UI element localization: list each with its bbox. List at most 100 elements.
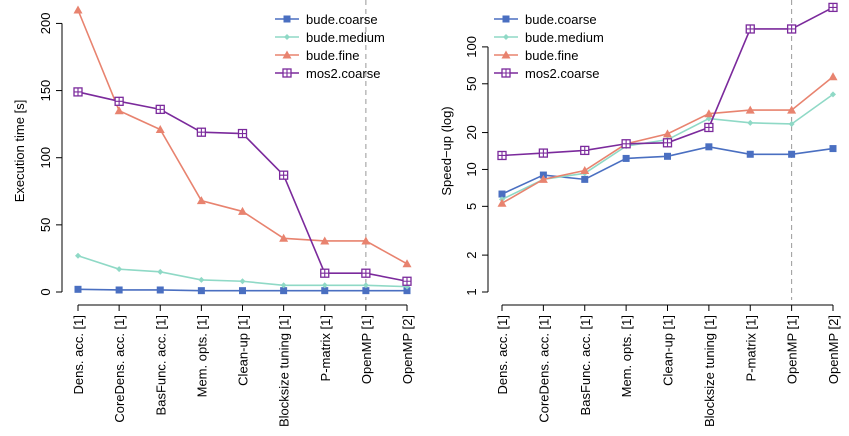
legend-label: bude.coarse	[525, 12, 597, 27]
data-point-cross	[746, 24, 755, 33]
data-point	[280, 282, 287, 289]
data-point	[196, 196, 206, 205]
x-tick-label: Dens. acc. [1]	[71, 315, 86, 394]
legend-label: bude.medium	[306, 30, 385, 45]
x-tick-label: Mem. opts. [1]	[619, 315, 634, 397]
data-point	[747, 119, 754, 126]
data-point	[197, 287, 205, 295]
x-tick-label: Mem. opts. [1]	[194, 315, 209, 397]
data-point-cross	[787, 24, 796, 33]
series-bude-coarse	[498, 143, 837, 198]
x-tick-label: P-matrix [1]	[318, 315, 333, 381]
data-point-cross	[361, 269, 370, 278]
data-point	[73, 5, 83, 14]
x-tick-label: Clean-up [1]	[661, 315, 676, 386]
data-point	[238, 206, 247, 215]
data-point	[116, 266, 123, 273]
data-point	[828, 72, 838, 81]
legend-marker	[501, 50, 511, 59]
y-tick-label: 100	[38, 147, 53, 169]
series-mos2-coarse	[497, 2, 838, 161]
data-point	[157, 268, 164, 275]
series-bude-fine	[497, 72, 838, 207]
data-point	[280, 287, 288, 295]
y-tick-label: 150	[38, 80, 53, 102]
x-tick-label: Blocksize tuning [1]	[702, 315, 717, 427]
series-mos2-coarse	[73, 87, 412, 286]
legend: bude.coarse bude.medium bude.fine mos2.coar…	[275, 12, 385, 81]
legend-marker	[502, 15, 510, 23]
y-axis-label: Speed−up (log)	[439, 106, 454, 195]
data-point	[580, 166, 590, 175]
data-point-cross	[320, 269, 329, 278]
data-point-cross	[663, 138, 672, 147]
data-point	[622, 154, 630, 162]
x-tick-label: BasFunc. acc. [1]	[578, 315, 593, 415]
data-point	[746, 150, 754, 158]
data-point	[664, 152, 671, 160]
y-tick-label: 2	[464, 251, 479, 258]
y-tick-label: 10	[464, 162, 479, 176]
data-point	[403, 287, 411, 295]
x-tick-label: BasFunc. acc. [1]	[153, 315, 168, 415]
series-line	[77, 91, 408, 283]
x-tick-label: CoreDens. acc. [1]	[112, 315, 127, 423]
data-point	[830, 91, 836, 98]
series-bude-fine	[73, 5, 412, 268]
series-bude-medium	[75, 252, 410, 290]
y-tick-label: 50	[464, 77, 479, 91]
data-point	[538, 174, 548, 183]
legend-label: mos2.coarse	[306, 66, 380, 81]
legend-label: mos2.coarse	[525, 66, 599, 81]
data-point-cross	[539, 149, 548, 158]
y-axis-label: Execution time [s]	[12, 100, 27, 203]
y-tick-label: 200	[38, 13, 53, 35]
data-point	[198, 276, 205, 283]
data-point	[74, 285, 82, 293]
data-point	[279, 233, 289, 242]
data-point	[787, 105, 797, 114]
y-tick-label: 50	[38, 218, 53, 232]
data-point-cross	[498, 151, 506, 160]
x-tick-label: CoreDens. acc. [1]	[536, 315, 551, 423]
x-tick-label: OpenMP [2]	[400, 315, 415, 384]
data-point-cross	[156, 105, 165, 114]
data-point-cross	[238, 129, 247, 138]
data-point-cross	[197, 128, 206, 137]
data-point-cross	[403, 277, 411, 286]
legend-label: bude.coarse	[306, 12, 378, 27]
data-point	[402, 259, 412, 268]
data-point	[663, 129, 672, 138]
data-point	[361, 236, 371, 245]
series-bude-coarse	[74, 285, 411, 295]
legend-marker	[282, 50, 292, 59]
legend-marker	[283, 15, 291, 23]
data-point	[155, 125, 165, 134]
data-point-cross	[704, 123, 713, 132]
data-point	[239, 287, 246, 295]
legend-marker	[284, 34, 290, 40]
data-point	[115, 286, 123, 294]
data-point	[497, 198, 507, 207]
x-tick-label: Dens. acc. [1]	[495, 315, 510, 394]
y-tick-label: 20	[464, 125, 479, 139]
data-point	[581, 175, 589, 183]
execution-time-chart: 0 50 100 150 200 Execution time [s] Dens. acc.…	[12, 0, 415, 427]
data-point	[705, 143, 713, 151]
data-point	[320, 236, 330, 245]
legend-label: bude.fine	[525, 48, 579, 63]
data-point	[75, 252, 81, 259]
x-tick-label: P-matrix [1]	[743, 315, 758, 381]
x-tick-label: OpenMP [1]	[785, 315, 800, 384]
data-point	[321, 287, 329, 295]
data-point	[239, 278, 246, 285]
x-tick-label: Blocksize tuning [1]	[277, 315, 292, 427]
legend: bude.coarse bude.medium bude.fine mos2.coar…	[494, 12, 604, 81]
y-tick-label: 1	[464, 288, 479, 295]
data-point	[704, 109, 714, 118]
data-point	[788, 120, 795, 127]
legend-label: bude.medium	[525, 30, 604, 45]
data-point-cross	[279, 171, 288, 180]
data-point	[498, 190, 506, 198]
